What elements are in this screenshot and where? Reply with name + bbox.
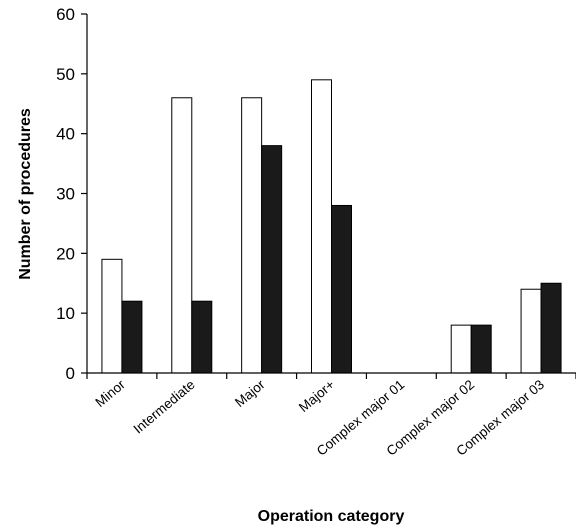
bar-series-1 [450, 324, 472, 374]
bar-series-1 [101, 258, 123, 374]
x-category-label: Intermediate [131, 377, 198, 437]
bar-series-2 [470, 324, 492, 374]
y-axis-ticks: 0 10 20 30 40 50 60 [56, 5, 87, 383]
bar-series-2 [191, 300, 213, 374]
y-tick-label: 60 [56, 5, 75, 24]
x-category-label: Minor [92, 376, 128, 410]
bar-series-1 [311, 79, 332, 374]
x-category-label: Major [232, 376, 268, 410]
y-tick-label: 40 [56, 125, 75, 144]
y-axis-title: Number of procedures [17, 108, 34, 280]
x-axis-ticks: Minor Intermediate Major Major+Complex majo… [86, 373, 576, 459]
y-tick-label: 20 [56, 244, 75, 263]
bar-series-2 [331, 204, 352, 374]
bar-series-2 [540, 282, 562, 374]
y-tick-label: 50 [56, 65, 75, 84]
bar-series-2 [121, 300, 143, 374]
y-tick-label: 30 [56, 185, 75, 204]
bar-series-1 [171, 97, 193, 374]
bar-series-1 [520, 288, 542, 374]
x-axis-title: Operation category [258, 508, 405, 525]
y-tick-label: 0 [66, 364, 75, 383]
bar-series [101, 79, 562, 374]
bar-series-1 [241, 97, 263, 374]
x-category-label: Major+ [296, 377, 338, 415]
y-tick-label: 10 [56, 304, 75, 323]
bar-series-2 [261, 145, 283, 374]
